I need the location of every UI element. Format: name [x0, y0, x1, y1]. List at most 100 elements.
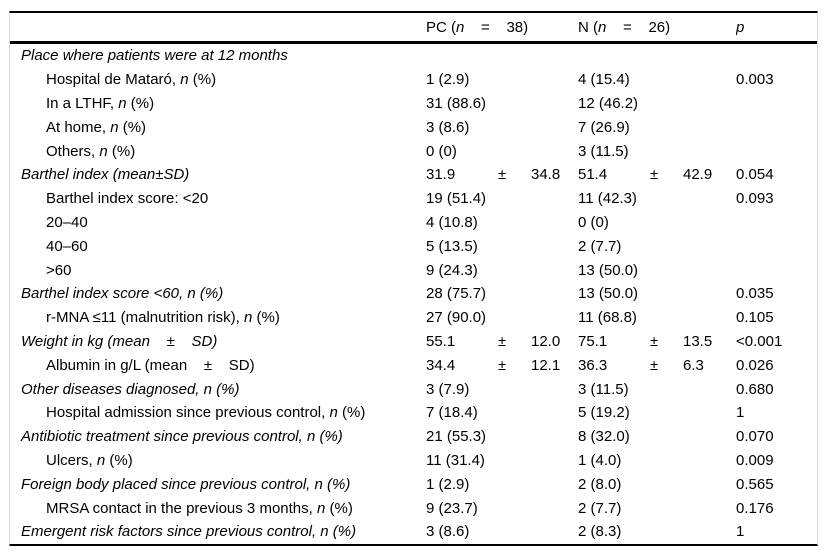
p-value: 0.070: [736, 428, 774, 446]
row-label: Emergent risk factors since previous con…: [21, 523, 357, 541]
table-row: Foreign body placed since previous contr…: [10, 472, 817, 496]
p-value: 0.105: [736, 309, 774, 327]
n-value: 75.1 ±13.5: [578, 332, 713, 350]
p-value: 0.565: [736, 475, 774, 493]
n-value: 13 (50.0): [578, 261, 639, 279]
row-label: >60: [46, 261, 72, 279]
row-label: Foreign body placed since previous contr…: [21, 475, 351, 493]
p-value: 0.026: [736, 356, 774, 374]
pc-value: 21 (55.3): [426, 428, 487, 446]
row-label: Ulcers, n (%): [46, 451, 133, 469]
row-label: Hospital de Mataró, n (%): [46, 71, 217, 89]
row-label: 40–60: [46, 237, 88, 255]
p-value: 0.035: [736, 285, 774, 303]
table-row: Barthel index (mean±SD) 31.9 ±34.8 51.4 ±4…: [10, 163, 817, 187]
pc-value: 55.1 ±12.0: [426, 332, 561, 350]
n-value: 36.3 ±6.3: [578, 356, 704, 374]
n-value: 11 (68.8): [578, 309, 637, 327]
row-label: In a LTHF, n (%): [46, 94, 155, 112]
n-value: 3 (11.5): [578, 380, 629, 398]
p-value: 1: [736, 523, 745, 541]
table-row: Barthel index score <60, n (%) 28 (75.7)…: [10, 282, 817, 306]
table-row: Weight in kg (mean ± SD) 55.1 ±12.0 75.1 ±…: [10, 330, 817, 354]
p-value: 0.054: [736, 166, 774, 184]
pc-value: 3 (7.9): [426, 380, 470, 398]
pc-value: 3 (8.6): [426, 118, 470, 136]
n-value: 5 (19.2): [578, 404, 630, 422]
pc-value: 19 (51.4): [426, 190, 487, 208]
table-row: Ulcers, n (%) 11 (31.4) 1 (4.0) 0.009: [10, 449, 817, 473]
pc-value: 9 (23.7): [426, 499, 478, 517]
n-value: 8 (32.0): [578, 428, 630, 446]
row-label: Hospital admission since previous contro…: [46, 404, 366, 422]
n-value: 2 (8.3): [578, 523, 622, 541]
table-row: Hospital admission since previous contro…: [10, 401, 817, 425]
n-value: 1 (4.0): [578, 451, 622, 469]
pc-value: 9 (24.3): [426, 261, 478, 279]
table-row: Other diseases diagnosed, n (%) 3 (7.9) …: [10, 377, 817, 401]
pc-value: 27 (90.0): [426, 309, 487, 327]
row-label: r-MNA ≤11 (malnutrition risk), n (%): [46, 309, 280, 327]
row-label: Antibiotic treatment since previous cont…: [21, 428, 343, 446]
p-value: 0.009: [736, 451, 774, 469]
pc-value: 31 (88.6): [426, 94, 487, 112]
row-label: 20–40: [46, 213, 88, 231]
pc-value: 3 (8.6): [426, 523, 470, 541]
pc-value: 11 (31.4): [426, 451, 485, 469]
row-label: Albumin in g/L (mean ± SD): [46, 356, 255, 374]
pc-value: 0 (0): [426, 142, 457, 160]
n-value: 4 (15.4): [578, 71, 630, 89]
pc-value: 1 (2.9): [426, 475, 470, 493]
table-row: Albumin in g/L (mean ± SD) 34.4 ±12.1 36.…: [10, 353, 817, 377]
p-value: 0.093: [736, 190, 774, 208]
row-label: At home, n (%): [46, 118, 147, 136]
row-label: Barthel index (mean±SD): [21, 166, 190, 184]
table-row: >60 9 (24.3) 13 (50.0): [10, 258, 817, 282]
n-value: 3 (11.5): [578, 142, 629, 160]
pc-value: 4 (10.8): [426, 213, 478, 231]
p-value: <0.001: [736, 332, 783, 350]
row-label: Others, n (%): [46, 142, 136, 160]
p-value: 0.003: [736, 71, 774, 89]
table-row: r-MNA ≤11 (malnutrition risk), n (%) 27 …: [10, 306, 817, 330]
table-row: 20–40 4 (10.8) 0 (0): [10, 211, 817, 235]
row-label: MRSA contact in the previous 3 months, n…: [46, 499, 353, 517]
table-row: At home, n (%) 3 (8.6) 7 (26.9): [10, 115, 817, 139]
pc-value: 31.9 ±34.8: [426, 166, 561, 184]
table-header-row: PC (n = 38) N (n = 26) p: [10, 13, 817, 44]
n-value: 12 (46.2): [578, 94, 639, 112]
p-value: 1: [736, 404, 745, 422]
table-row: Emergent risk factors since previous con…: [10, 520, 817, 544]
n-value: 11 (42.3): [578, 190, 637, 208]
p-value: 0.176: [736, 499, 774, 517]
header-n-column: N (n = 26): [578, 18, 671, 36]
pc-value: 1 (2.9): [426, 71, 470, 89]
pc-value: 34.4 ±12.1: [426, 356, 561, 374]
row-label: Barthel index score: <20: [46, 190, 209, 208]
table-body: Place where patients were at 12 months H…: [10, 44, 817, 544]
table-row: MRSA contact in the previous 3 months, n…: [10, 496, 817, 520]
p-value: 0.680: [736, 380, 774, 398]
table-row: Place where patients were at 12 months: [10, 44, 817, 68]
pc-value: 5 (13.5): [426, 237, 478, 255]
row-label: Place where patients were at 12 months: [21, 47, 288, 65]
n-value: 51.4 ±42.9: [578, 166, 713, 184]
row-label: Weight in kg (mean ± SD): [21, 332, 218, 350]
n-value: 2 (7.7): [578, 237, 622, 255]
table-row: In a LTHF, n (%) 31 (88.6) 12 (46.2): [10, 92, 817, 116]
row-label: Other diseases diagnosed, n (%): [21, 380, 240, 398]
header-p-column: p: [736, 18, 745, 36]
n-value: 7 (26.9): [578, 118, 630, 136]
pc-value: 28 (75.7): [426, 285, 487, 303]
table-row: Antibiotic treatment since previous cont…: [10, 425, 817, 449]
row-label: Barthel index score <60, n (%): [21, 285, 224, 303]
table-row: Hospital de Mataró, n (%) 1 (2.9) 4 (15.…: [10, 68, 817, 92]
table-row: 40–60 5 (13.5) 2 (7.7): [10, 234, 817, 258]
pc-value: 7 (18.4): [426, 404, 478, 422]
n-value: 2 (8.0): [578, 475, 622, 493]
n-value: 0 (0): [578, 213, 609, 231]
table-row: Others, n (%) 0 (0) 3 (11.5): [10, 139, 817, 163]
n-value: 13 (50.0): [578, 285, 639, 303]
header-pc-column: PC (n = 38): [426, 18, 529, 36]
table-row: Barthel index score: <20 19 (51.4) 11 (4…: [10, 187, 817, 211]
